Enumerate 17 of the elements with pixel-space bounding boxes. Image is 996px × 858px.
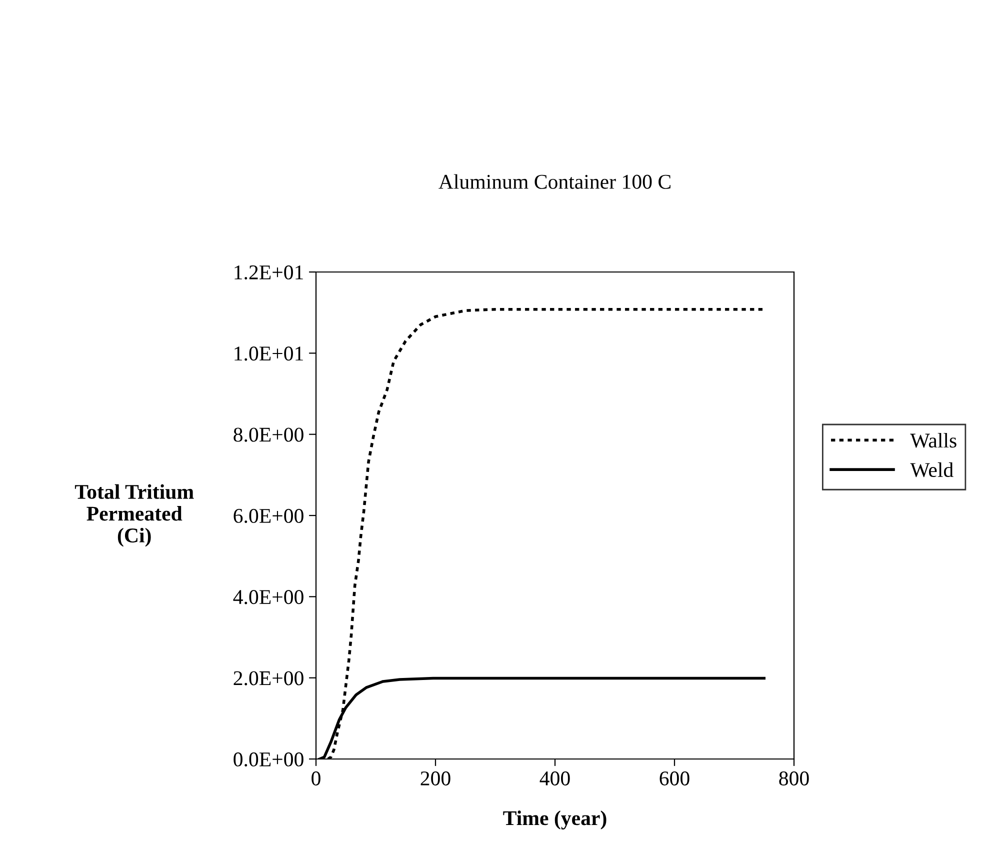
x-tick-label: 200 bbox=[420, 771, 450, 786]
x-tick-label: 400 bbox=[540, 771, 570, 786]
x-tick-label: 800 bbox=[779, 771, 809, 786]
y-tick-label: 1.2E+01 bbox=[234, 265, 303, 280]
x-tick-label: 600 bbox=[660, 771, 690, 786]
legend-label: Weld bbox=[910, 462, 954, 478]
y-tick-label: 6.0E+00 bbox=[234, 508, 304, 524]
chart-title: Aluminum Container 100 C bbox=[438, 174, 670, 189]
y-tick-label: 0.0E+00 bbox=[234, 752, 304, 767]
y-tick-label: 2.0E+00 bbox=[234, 671, 304, 686]
x-axis-title: Time (year) bbox=[503, 810, 606, 830]
x-tick-label: 0 bbox=[312, 771, 320, 786]
y-tick-label: 8.0E+00 bbox=[234, 428, 304, 442]
legend-label: Walls bbox=[910, 432, 956, 448]
y-tick-label: 1.0E+01 bbox=[234, 346, 303, 361]
y-axis-title: Total Tritium Permeated (Ci) bbox=[74, 484, 194, 547]
y-tick-label: 4.0E+00 bbox=[233, 590, 304, 604]
